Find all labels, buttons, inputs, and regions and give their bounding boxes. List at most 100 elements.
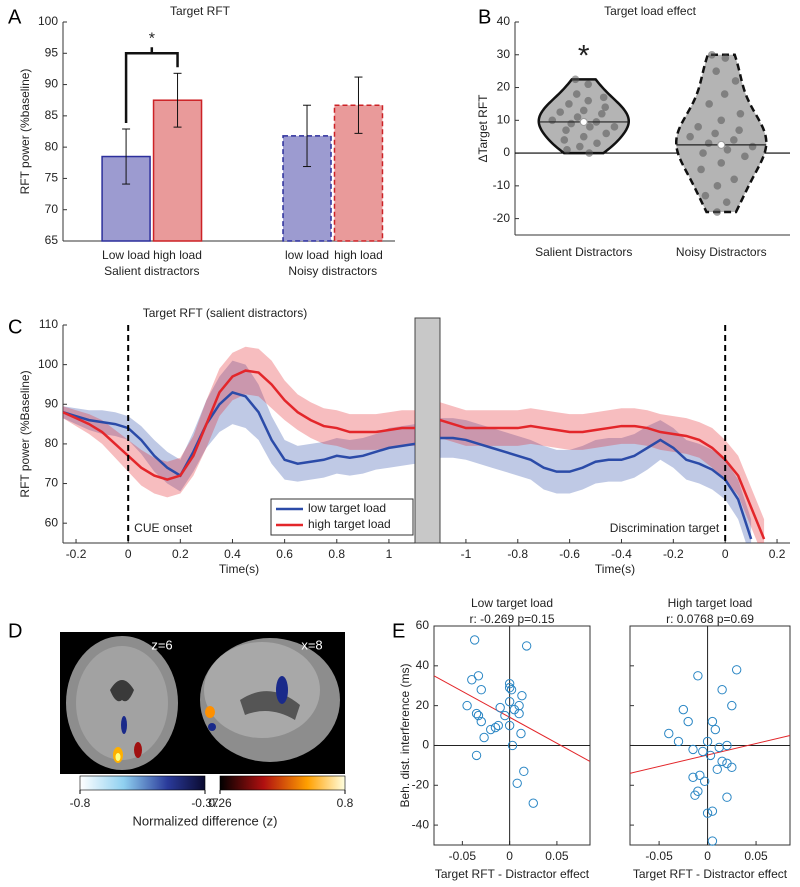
y-tick-label: 0 xyxy=(503,145,510,159)
data-point xyxy=(602,129,611,138)
data-point xyxy=(730,136,738,144)
x-tick-label: Low load xyxy=(102,248,150,262)
data-point xyxy=(504,720,515,731)
data-point xyxy=(731,665,742,675)
data-point xyxy=(673,736,684,747)
data-point xyxy=(717,685,727,695)
data-point xyxy=(722,198,731,207)
annotation: CUE onset xyxy=(134,521,193,535)
data-point xyxy=(507,740,518,751)
y-tick-label: 85 xyxy=(45,108,59,122)
data-point xyxy=(736,109,745,118)
x-tick-label: 0 xyxy=(506,849,513,863)
panel-label: D xyxy=(8,620,22,642)
y-tick-label: 65 xyxy=(45,233,59,247)
chart-title: Target RFT xyxy=(170,4,231,18)
data-point xyxy=(572,90,581,98)
data-point xyxy=(479,732,489,743)
line xyxy=(63,390,415,478)
data-point xyxy=(504,683,515,693)
data-point xyxy=(571,75,580,84)
data-point xyxy=(699,149,707,157)
data-point xyxy=(683,716,693,727)
data-point xyxy=(702,736,713,747)
y-tick-label: -20 xyxy=(412,777,430,791)
data-point xyxy=(593,139,601,148)
data-point xyxy=(516,728,526,739)
data-point xyxy=(705,750,716,761)
x-tick-label: Noisy Distractors xyxy=(676,245,767,259)
y-tick-label: 70 xyxy=(45,202,59,216)
activation xyxy=(276,676,288,704)
data-point xyxy=(707,806,718,816)
y-tick-label: 60 xyxy=(416,618,430,632)
data-point xyxy=(565,100,573,108)
x-tick-label: 0.6 xyxy=(276,547,293,561)
data-point xyxy=(476,685,486,695)
data-point xyxy=(686,132,694,141)
data-point xyxy=(695,770,705,781)
data-point xyxy=(713,182,722,190)
data-point xyxy=(471,708,482,719)
data-point xyxy=(601,103,610,111)
time-break xyxy=(414,317,441,544)
significance-marker: * xyxy=(149,31,155,48)
y-tick-label: -40 xyxy=(412,817,430,831)
data-point xyxy=(556,108,565,116)
data-point xyxy=(704,139,713,148)
data-point xyxy=(727,762,737,773)
data-point xyxy=(467,675,477,685)
data-point xyxy=(567,119,576,128)
significance-bracket xyxy=(124,47,179,123)
data-point xyxy=(717,756,727,767)
y-tick-label: 90 xyxy=(45,77,59,91)
data-point xyxy=(712,67,720,75)
x-axis-label: Target RFT - Distractor effect xyxy=(633,867,788,881)
colorbar xyxy=(219,775,346,791)
x-tick-label: 0.05 xyxy=(744,849,768,863)
data-point xyxy=(717,116,726,125)
data-point xyxy=(562,126,570,134)
y-tick-label: -20 xyxy=(493,211,511,225)
annotation: Discrimination target xyxy=(610,521,720,535)
legend-label: low target load xyxy=(308,501,386,515)
y-axis-label: RFT power (%Baseline) xyxy=(18,370,32,497)
data-point xyxy=(731,77,740,85)
data-point xyxy=(504,696,515,707)
data-point xyxy=(486,724,496,735)
data-point xyxy=(708,50,716,59)
data-point xyxy=(599,93,608,102)
y-tick-label: 70 xyxy=(45,476,59,490)
data-point xyxy=(712,764,722,775)
x-tick-label: 0.8 xyxy=(328,547,345,561)
data-point xyxy=(714,742,724,753)
y-tick-label: 10 xyxy=(497,112,511,126)
data-point xyxy=(705,100,713,108)
data-point xyxy=(722,740,732,751)
data-point xyxy=(493,720,503,731)
chart-title: Target RFT (salient distractors) xyxy=(143,306,308,320)
slice-label: x=8 xyxy=(301,637,322,652)
data-point xyxy=(506,685,517,695)
data-point xyxy=(678,704,689,715)
legend-label: high target load xyxy=(308,517,391,531)
y-axis-label: ΔTarget RFT xyxy=(476,94,490,163)
data-point xyxy=(519,766,529,777)
data-point xyxy=(585,149,594,157)
data-point xyxy=(713,208,721,216)
panel-label: B xyxy=(478,6,491,28)
x-tick-label: 0 xyxy=(704,849,711,863)
x-tick-label: -0.05 xyxy=(449,849,477,863)
data-point xyxy=(500,710,510,721)
x-tick-label: 1 xyxy=(386,547,393,561)
data-point xyxy=(701,191,710,200)
data-point xyxy=(514,700,524,711)
y-tick-label: 100 xyxy=(38,14,58,28)
plot-frame xyxy=(433,625,591,846)
data-point xyxy=(688,772,698,783)
group-label: Salient distractors xyxy=(104,264,199,278)
data-point xyxy=(504,679,515,689)
data-point xyxy=(473,710,484,721)
data-point xyxy=(688,744,698,755)
